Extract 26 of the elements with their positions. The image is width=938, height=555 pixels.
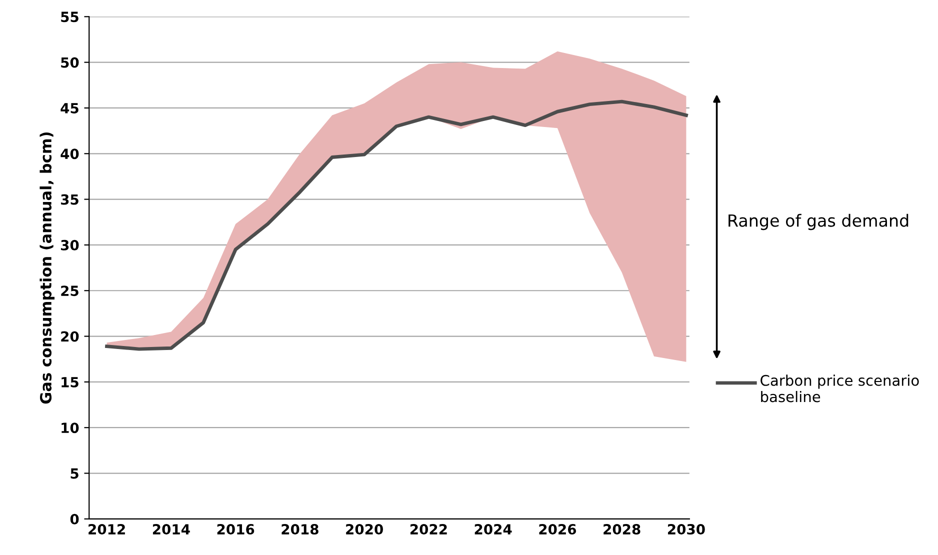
y-axis-title: Gas consumption (annual, bcm) <box>40 132 55 404</box>
y-tick-label: 35 <box>60 194 78 205</box>
x-tick-label: 2030 <box>668 524 705 535</box>
y-tick-label: 20 <box>61 331 79 342</box>
legend-label: Carbon price scenario baseline <box>760 374 919 402</box>
x-tick-label: 2016 <box>217 524 254 535</box>
y-tick-label: 40 <box>60 148 79 160</box>
line-series <box>105 100 688 351</box>
y-tick-label: 5 <box>70 468 78 479</box>
y-tick-label: 25 <box>61 286 78 296</box>
x-tick-label: 2018 <box>282 524 318 535</box>
x-tick-label: 2014 <box>152 524 190 535</box>
y-tick-label: 10 <box>62 422 79 434</box>
y-tick-label: 30 <box>60 240 79 250</box>
x-tick-label: 2022 <box>410 524 447 535</box>
text: Range of gas demand <box>728 214 908 230</box>
x-tick-label: 2028 <box>604 524 640 535</box>
y-tick-label: 0 <box>70 514 79 524</box>
y-tick-label: 15 <box>62 377 78 388</box>
x-tick-label: 2026 <box>539 524 576 535</box>
y-tick-label: 55 <box>61 12 78 22</box>
x-tick-label: 2012 <box>88 524 125 535</box>
y-tick-label: 50 <box>61 57 79 68</box>
y-tick-label: 45 <box>60 103 78 114</box>
x-tick-label: 2024 <box>474 524 512 535</box>
x-tick-label: 2020 <box>346 524 383 535</box>
